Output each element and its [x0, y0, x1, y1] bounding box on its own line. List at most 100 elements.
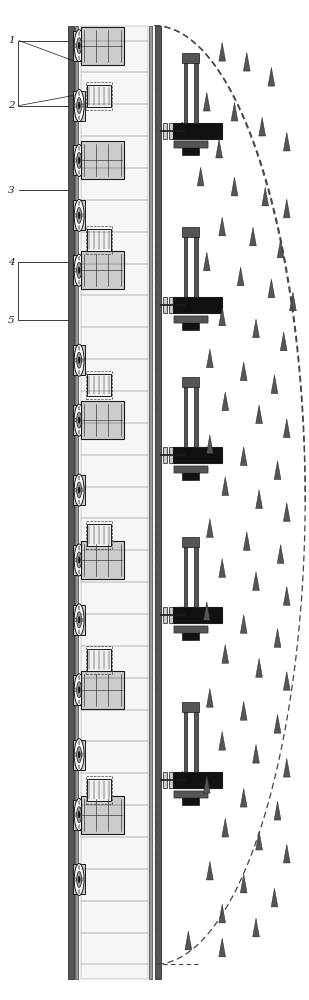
Circle shape	[82, 268, 83, 272]
Polygon shape	[253, 918, 259, 937]
Bar	[173, 607, 222, 623]
Polygon shape	[240, 702, 247, 720]
Polygon shape	[206, 689, 213, 707]
Polygon shape	[240, 788, 247, 807]
Polygon shape	[262, 187, 269, 206]
Polygon shape	[256, 831, 262, 850]
Bar	[73, 31, 85, 61]
Circle shape	[78, 256, 80, 260]
Circle shape	[82, 418, 83, 422]
Circle shape	[78, 201, 80, 205]
Circle shape	[77, 871, 82, 887]
Bar	[184, 707, 187, 772]
Polygon shape	[283, 844, 290, 863]
Polygon shape	[274, 801, 281, 820]
Circle shape	[75, 104, 76, 107]
Polygon shape	[219, 217, 226, 236]
Bar	[182, 630, 199, 640]
Polygon shape	[280, 332, 287, 351]
Bar	[182, 377, 199, 387]
Circle shape	[74, 254, 84, 286]
Polygon shape	[185, 931, 192, 950]
Bar	[149, 26, 152, 979]
Circle shape	[78, 557, 80, 563]
Polygon shape	[271, 888, 278, 907]
Polygon shape	[231, 177, 238, 196]
Circle shape	[77, 612, 82, 628]
Bar	[176, 123, 180, 139]
Circle shape	[82, 488, 83, 492]
Polygon shape	[283, 758, 290, 777]
Bar	[173, 123, 222, 139]
Polygon shape	[219, 42, 226, 61]
Circle shape	[82, 213, 83, 217]
Circle shape	[77, 552, 82, 568]
FancyBboxPatch shape	[87, 374, 112, 396]
Circle shape	[78, 617, 80, 623]
Polygon shape	[253, 572, 259, 590]
Bar	[73, 91, 85, 121]
Circle shape	[77, 807, 82, 823]
Bar	[175, 626, 208, 633]
Circle shape	[78, 92, 80, 95]
Polygon shape	[256, 490, 262, 508]
Circle shape	[82, 159, 83, 162]
Polygon shape	[271, 375, 278, 394]
Bar	[175, 141, 208, 148]
Bar	[175, 141, 208, 148]
Circle shape	[75, 618, 76, 622]
Polygon shape	[240, 615, 247, 633]
Polygon shape	[243, 532, 250, 550]
Text: 5: 5	[8, 316, 15, 325]
Polygon shape	[237, 267, 244, 286]
Bar	[81, 541, 124, 579]
Polygon shape	[206, 519, 213, 537]
Circle shape	[78, 801, 80, 804]
Polygon shape	[222, 477, 229, 496]
Bar	[81, 26, 148, 979]
Circle shape	[78, 687, 80, 693]
Circle shape	[74, 404, 84, 436]
Polygon shape	[290, 292, 296, 311]
Circle shape	[75, 44, 76, 48]
Circle shape	[82, 44, 83, 48]
Polygon shape	[243, 52, 250, 71]
Circle shape	[74, 674, 84, 706]
Bar	[169, 123, 174, 139]
Bar	[176, 297, 180, 313]
Text: 3: 3	[8, 186, 15, 195]
Circle shape	[78, 476, 80, 480]
Circle shape	[77, 38, 82, 54]
Circle shape	[74, 799, 84, 831]
Polygon shape	[182, 607, 185, 623]
Circle shape	[75, 878, 76, 881]
Circle shape	[78, 430, 80, 434]
Bar	[169, 607, 174, 623]
Circle shape	[78, 417, 80, 423]
Circle shape	[74, 30, 84, 62]
Bar	[81, 251, 124, 289]
Circle shape	[82, 104, 83, 107]
Circle shape	[77, 152, 82, 168]
Bar	[163, 297, 167, 313]
Circle shape	[78, 346, 80, 350]
Polygon shape	[203, 774, 210, 793]
Circle shape	[78, 102, 80, 109]
Bar	[182, 702, 199, 712]
Circle shape	[78, 700, 80, 704]
Bar	[73, 864, 85, 894]
Polygon shape	[240, 447, 247, 466]
Bar	[182, 320, 199, 330]
Bar	[73, 605, 85, 635]
Circle shape	[82, 878, 83, 881]
Circle shape	[78, 212, 80, 219]
Bar	[173, 772, 222, 788]
Circle shape	[75, 159, 76, 162]
Circle shape	[77, 262, 82, 278]
Circle shape	[78, 225, 80, 229]
Polygon shape	[182, 297, 185, 313]
Circle shape	[75, 688, 76, 692]
Circle shape	[78, 811, 80, 818]
Polygon shape	[231, 102, 238, 121]
Circle shape	[78, 147, 80, 150]
